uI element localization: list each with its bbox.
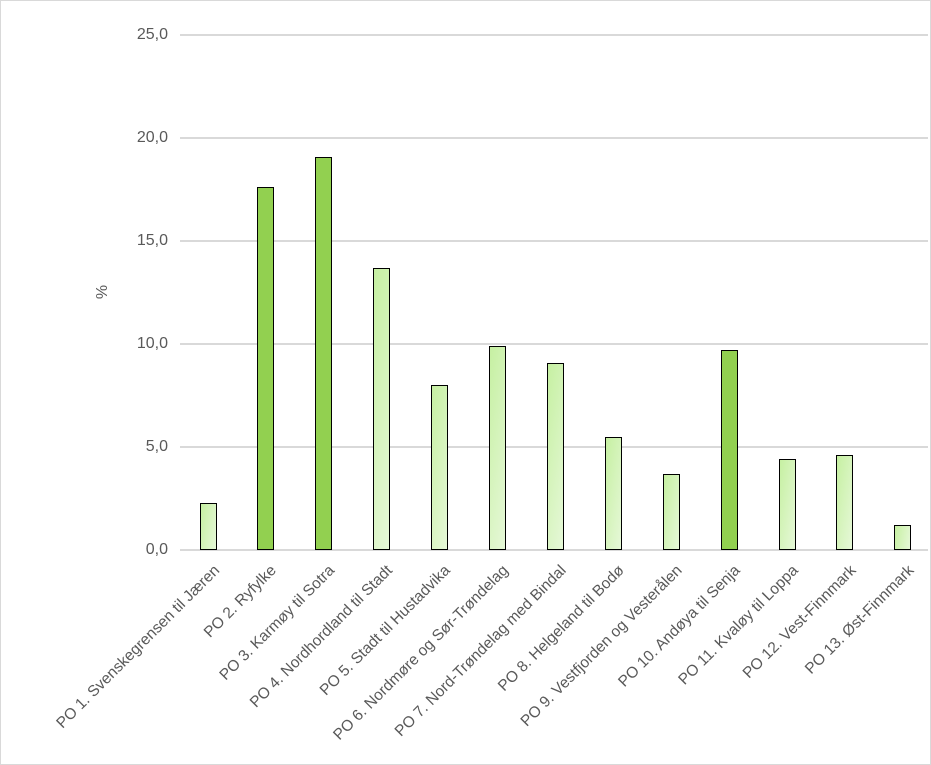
y-tick-label: 5,0 <box>145 438 168 455</box>
bar <box>373 267 391 550</box>
bar <box>662 473 680 550</box>
bar <box>604 436 622 550</box>
gridline <box>180 34 928 36</box>
y-tick-label: 0,0 <box>145 541 168 558</box>
bar <box>257 187 275 550</box>
bar <box>720 350 738 550</box>
gridline <box>180 549 928 551</box>
y-tick-label: 10,0 <box>136 335 168 352</box>
plot-area <box>180 34 928 551</box>
gridline <box>180 343 928 345</box>
bar <box>894 525 912 550</box>
y-tick-label: 25,0 <box>136 26 168 43</box>
bar <box>199 502 217 550</box>
bar <box>778 459 796 550</box>
gridline <box>180 240 928 242</box>
bar <box>489 346 506 550</box>
x-tick-label: PO 1. Svenskegrensen til Jæren <box>52 562 223 732</box>
gridline <box>180 137 928 139</box>
bar <box>546 362 564 550</box>
x-tick-label: PO 12. Vest-Finnmark <box>740 562 860 682</box>
bar <box>431 385 449 550</box>
bar <box>315 156 333 550</box>
y-tick-label: 20,0 <box>136 129 168 146</box>
x-tick-label: PO 13. Øst-Finnmark <box>802 562 918 678</box>
y-tick-label: 15,0 <box>136 232 168 249</box>
bar <box>836 455 854 550</box>
y-axis-label: % <box>94 284 111 300</box>
